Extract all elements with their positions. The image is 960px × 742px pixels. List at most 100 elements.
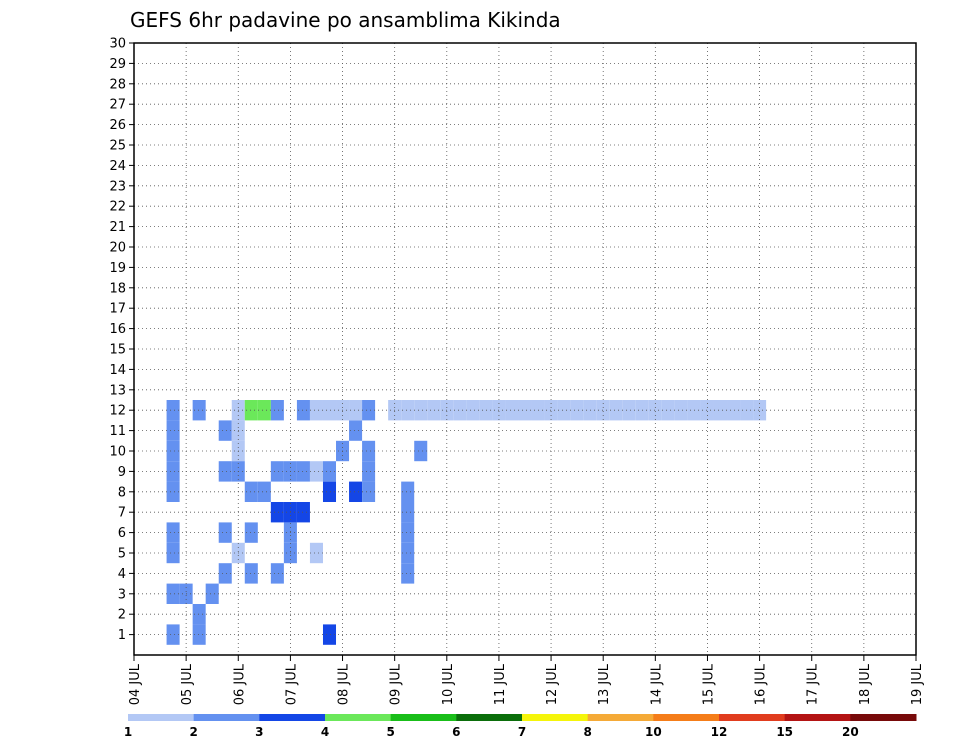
y-tick-label: 22 bbox=[109, 200, 126, 215]
y-tick-label: 21 bbox=[109, 220, 126, 235]
heatmap-cell bbox=[296, 502, 310, 523]
colorbar-swatch bbox=[587, 714, 654, 721]
heatmap-cell bbox=[453, 400, 467, 421]
y-tick-label: 30 bbox=[109, 37, 126, 52]
heatmap-cell bbox=[466, 400, 480, 421]
heatmap-cell bbox=[401, 400, 415, 421]
heatmap-cell bbox=[244, 563, 258, 584]
y-tick-label: 8 bbox=[118, 485, 126, 500]
colorbar: 1 2 3 4 5 6 7 8 10 12 15 20 bbox=[124, 714, 917, 739]
x-tick-label: 07 JUL bbox=[284, 663, 299, 705]
heatmap-cell bbox=[349, 481, 363, 502]
colorbar-swatch bbox=[522, 714, 589, 721]
heatmap-cell bbox=[322, 461, 337, 482]
heatmap-cell bbox=[349, 420, 363, 441]
colorbar-label: 1 bbox=[124, 725, 132, 739]
colorbar-swatch bbox=[784, 714, 851, 721]
heatmap-cell bbox=[622, 400, 636, 421]
y-tick-label: 26 bbox=[109, 118, 126, 133]
heatmap-cell bbox=[205, 583, 219, 604]
heatmap-cell bbox=[414, 400, 428, 421]
heatmap-cell bbox=[362, 461, 376, 482]
heatmap-cell bbox=[166, 461, 180, 482]
colorbar-label: 20 bbox=[842, 725, 859, 739]
colorbar-label: 4 bbox=[321, 725, 329, 739]
heatmap-cell bbox=[218, 563, 232, 584]
heatmap-cell bbox=[362, 440, 376, 462]
colorbar-label: 2 bbox=[189, 725, 197, 739]
heatmap-cell bbox=[414, 440, 428, 462]
heatmap-cell bbox=[192, 604, 206, 625]
x-tick-label: 08 JUL bbox=[337, 663, 352, 705]
y-axis: 1234567891011121314151617181920212223242… bbox=[109, 37, 134, 643]
chart-title: GEFS 6hr padavine po ansamblima Kikinda bbox=[130, 8, 561, 32]
colorbar-swatch bbox=[456, 714, 523, 721]
y-tick-label: 9 bbox=[118, 465, 126, 480]
heatmap-cell bbox=[700, 400, 714, 421]
colorbar-swatch bbox=[259, 714, 326, 721]
heatmap-cell bbox=[322, 624, 337, 645]
y-tick-label: 16 bbox=[109, 322, 126, 337]
heatmap-cell bbox=[596, 400, 610, 421]
y-tick-label: 15 bbox=[109, 343, 126, 358]
heatmap-cell bbox=[362, 481, 376, 502]
colorbar-label: 6 bbox=[452, 725, 460, 739]
y-tick-label: 3 bbox=[118, 587, 126, 602]
heatmap-cell bbox=[570, 400, 584, 421]
heatmap-cell bbox=[270, 400, 284, 421]
colorbar-label: 10 bbox=[645, 725, 662, 739]
colorbar-label: 7 bbox=[518, 725, 526, 739]
heatmap-cell bbox=[166, 400, 180, 421]
colorbar-swatch bbox=[390, 714, 457, 721]
heatmap-cell bbox=[557, 400, 571, 421]
y-tick-label: 28 bbox=[109, 77, 126, 92]
heatmap-cell bbox=[505, 400, 519, 421]
x-tick-label: 05 JUL bbox=[180, 663, 195, 705]
x-tick-label: 09 JUL bbox=[389, 663, 404, 705]
y-tick-label: 27 bbox=[109, 98, 126, 113]
y-tick-label: 25 bbox=[109, 139, 126, 154]
colorbar-label: 5 bbox=[386, 725, 394, 739]
heatmap-cell bbox=[544, 400, 558, 421]
x-axis: 04 JUL 05 JUL 06 JUL 07 JUL 08 JUL 09 JUL 10 J… bbox=[128, 655, 925, 705]
y-tick-label: 4 bbox=[118, 567, 126, 582]
y-tick-label: 2 bbox=[118, 608, 126, 623]
heatmap-cell bbox=[166, 481, 180, 502]
heatmap-cell bbox=[401, 522, 415, 543]
y-tick-label: 14 bbox=[109, 363, 126, 378]
heatmap-cell bbox=[192, 624, 206, 645]
heatmap-cell bbox=[401, 502, 415, 523]
heatmap-cell bbox=[322, 400, 337, 421]
heatmap-cell bbox=[218, 522, 232, 543]
colorbar-label: 8 bbox=[583, 725, 591, 739]
y-tick-label: 1 bbox=[118, 628, 126, 643]
heatmap-cell bbox=[296, 461, 310, 482]
colorbar-swatch bbox=[128, 714, 195, 721]
colorbar-swatch bbox=[325, 714, 392, 721]
heatmap-cell bbox=[166, 440, 180, 462]
y-tick-label: 13 bbox=[109, 383, 126, 398]
y-tick-label: 11 bbox=[109, 424, 126, 439]
y-tick-label: 29 bbox=[109, 57, 126, 72]
colorbar-swatch bbox=[653, 714, 720, 721]
heatmap-cell bbox=[349, 400, 363, 421]
heatmap-cell bbox=[244, 400, 258, 421]
y-tick-label: 10 bbox=[109, 445, 126, 460]
colorbar-swatch bbox=[193, 714, 260, 721]
heatmap-cell bbox=[244, 522, 258, 543]
heatmap-cell bbox=[166, 542, 180, 564]
y-tick-label: 19 bbox=[109, 261, 126, 276]
y-tick-label: 12 bbox=[109, 404, 126, 419]
heatmap-cell bbox=[309, 542, 323, 564]
y-tick-label: 5 bbox=[118, 547, 126, 562]
heatmap-cell bbox=[401, 563, 415, 584]
x-tick-label: 19 JUL bbox=[910, 663, 925, 705]
heatmap-cell bbox=[166, 522, 180, 543]
heatmap-cell bbox=[244, 481, 258, 502]
heatmap-cell bbox=[218, 420, 232, 441]
y-tick-label: 6 bbox=[118, 526, 126, 541]
heatmap-cell bbox=[296, 400, 310, 421]
colorbar-swatch bbox=[850, 714, 917, 721]
heatmap-cell bbox=[270, 502, 284, 523]
